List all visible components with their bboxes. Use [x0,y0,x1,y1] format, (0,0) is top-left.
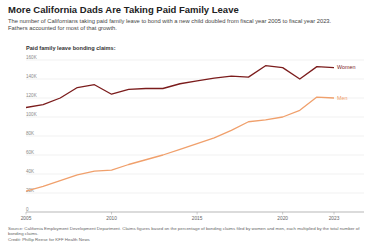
x-tick-label: 2023 [329,216,340,221]
series-label: Women [337,64,355,70]
y-axis-label: Paid family leave bonding claims: [26,45,116,51]
y-tick-label: 140K [26,74,38,79]
y-tick-label: 60K [26,150,35,155]
axis-line [26,60,27,212]
series-line [26,97,334,191]
x-tick [111,212,112,215]
subtitle: The number of Californians taking paid f… [8,18,348,32]
grid-line [26,60,364,61]
grid-line [26,117,364,118]
grid-line [26,98,364,99]
chart: Paid family leave bonding claims:020K40K… [0,0,370,247]
grid-line [26,174,364,175]
notes: Source: California Employment Developmen… [8,226,362,242]
x-tick [282,212,283,215]
x-tick-label: 2005 [21,216,32,221]
x-tick-label: 2010 [106,216,117,221]
x-tick [197,212,198,215]
plot-area [26,66,334,191]
y-tick-label: 0 [26,207,29,212]
x-tick-label: 2015 [192,216,203,221]
series-line [26,66,334,108]
y-tick-label: 40K [26,169,35,174]
series-label: Men [337,95,348,101]
grid-line [26,136,364,137]
x-tick-label: 2020 [277,216,288,221]
grid-line [26,193,364,194]
x-tick [334,212,335,215]
source: Source: California Employment Developmen… [8,226,362,237]
title: More California Dads Are Taking Paid Fam… [8,4,364,16]
grid-line [26,155,364,156]
y-tick-label: 80K [26,131,35,136]
credit: Credit: Phillip Reese for KFF Health New… [8,237,362,242]
grid-line [26,212,364,213]
y-tick-label: 100K [26,112,38,117]
y-tick-label: 120K [26,93,38,98]
x-tick [26,212,27,215]
y-tick-label: 160K [26,55,38,60]
grid-line [26,79,364,80]
